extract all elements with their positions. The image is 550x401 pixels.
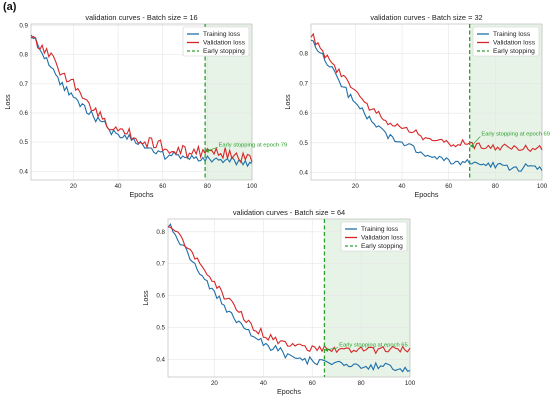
annotation-arrowhead: [324, 347, 329, 352]
training-loss-line: [167, 222, 411, 373]
chart-batch-64: validation curves - Batch size = 64 20 40 6…: [141, 208, 416, 396]
validation-loss-line: [167, 225, 411, 355]
early-stopping-annotation: Early stopping at epoch 79: [219, 142, 288, 148]
y-tick-label: 0.7: [19, 81, 28, 88]
legend-early-stopping-label: Early stopping: [493, 48, 535, 55]
y-tick-label: 0.9: [19, 22, 28, 29]
legend-training-loss-label: Training loss: [493, 31, 531, 38]
x-tick-label: 100: [537, 183, 548, 190]
y-tick-label: 0.6: [19, 110, 28, 117]
legend-validation-loss-label: Validation loss: [361, 235, 404, 242]
x-tick-label: 100: [247, 183, 258, 190]
x-tick-label: 20: [211, 380, 218, 387]
x-tick-label: 60: [159, 183, 166, 190]
y-tick-label: 0.8: [19, 52, 28, 59]
annotation-arrow: [326, 347, 339, 351]
legend-box: [182, 26, 250, 57]
legend-early-stopping-label: Early stopping: [361, 243, 403, 250]
legend-box: [472, 26, 540, 57]
legend-early-stopping-label: Early stopping: [203, 48, 245, 55]
y-tick-label: 0.5: [156, 325, 165, 332]
y-tick-label: 0.6: [299, 110, 308, 117]
y-tick-label: 0.5: [299, 140, 308, 147]
chart-title: validation curves - Batch size = 32: [370, 13, 482, 22]
validation-loss-line: [30, 35, 253, 164]
y-tick-label: 0.4: [299, 170, 308, 177]
training-loss-line: [310, 39, 543, 172]
legend-training-loss-label: Training loss: [203, 31, 241, 38]
chart-batch-32: validation curves - Batch size = 32 20 40 6…: [283, 13, 550, 199]
chart-title: validation curves - Batch size = 16: [85, 13, 197, 22]
x-axis-label: Epochs: [277, 387, 301, 396]
panel-label: (a): [3, 1, 17, 13]
x-tick-label: 40: [260, 380, 267, 387]
y-axis-label: Loss: [141, 290, 150, 306]
chart-batch-16: validation curves - Batch size = 16 20 40 6…: [3, 13, 287, 199]
chart-title: validation curves - Batch size = 64: [233, 208, 345, 217]
y-tick-label: 0.4: [156, 356, 165, 363]
y-tick-label: 0.4: [19, 168, 28, 175]
y-axis-label: Loss: [3, 94, 12, 110]
plot-frame: [167, 218, 411, 378]
x-tick-label: 80: [358, 380, 365, 387]
x-axis-label: Epochs: [415, 190, 439, 199]
legend-validation-loss-label: Validation loss: [203, 40, 246, 47]
x-tick-label: 60: [445, 183, 452, 190]
x-tick-label: 60: [309, 380, 316, 387]
validation-loss-line: [310, 32, 543, 153]
x-axis-label: Epochs: [130, 190, 154, 199]
annotation-arrowhead: [469, 143, 474, 148]
legend-validation-loss-label: Validation loss: [493, 40, 536, 47]
plot-frame: [30, 23, 253, 181]
x-tick-label: 40: [399, 183, 406, 190]
early-stopping-annotation: Early stopping at epoch 65: [339, 343, 408, 349]
y-tick-label: 0.7: [156, 261, 165, 268]
plot-frame: [310, 23, 543, 181]
annotation-arrowhead: [205, 148, 210, 153]
x-tick-label: 80: [492, 183, 499, 190]
legend-box: [340, 221, 408, 252]
legend-training-loss-label: Training loss: [361, 226, 399, 233]
y-tick-label: 0.8: [299, 51, 308, 58]
x-tick-label: 20: [70, 183, 77, 190]
y-axis-label: Loss: [283, 94, 292, 110]
y-tick-label: 0.6: [156, 293, 165, 300]
x-tick-label: 40: [115, 183, 122, 190]
early-stopping-annotation: Early stopping at epoch 69: [481, 131, 550, 137]
y-tick-label: 0.7: [299, 80, 308, 87]
y-tick-label: 0.5: [19, 139, 28, 146]
y-tick-label: 0.8: [156, 229, 165, 236]
x-tick-label: 20: [352, 183, 359, 190]
x-tick-label: 80: [204, 183, 211, 190]
x-tick-label: 100: [405, 380, 416, 387]
